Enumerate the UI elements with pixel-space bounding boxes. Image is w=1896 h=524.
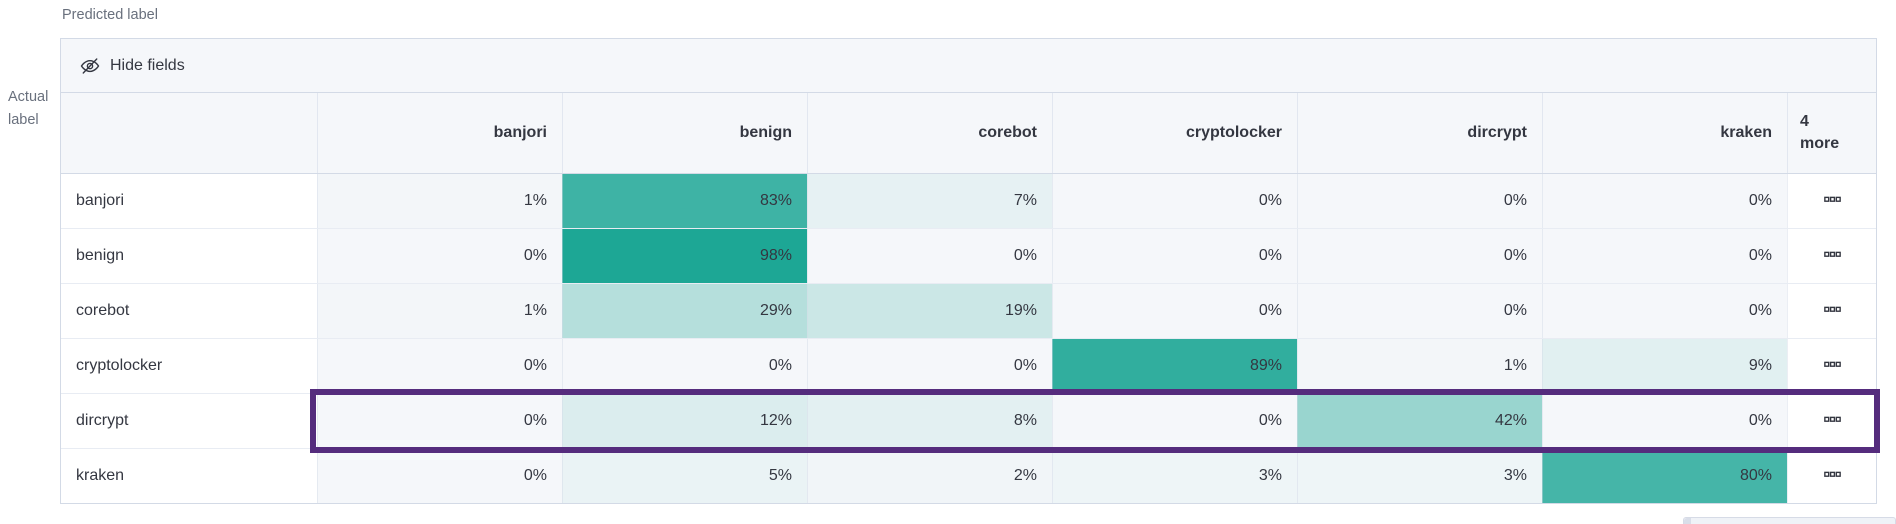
boxes-horizontal-icon (1823, 301, 1841, 321)
scrollbar-thumb-edge (1684, 518, 1691, 524)
row-label-kraken: kraken (61, 449, 317, 503)
column-header-kraken[interactable]: kraken (1542, 93, 1787, 173)
confusion-matrix-table: Hide fields banjori benign corebot cryptolo… (60, 38, 1877, 504)
column-header-banjori[interactable]: banjori (317, 93, 562, 173)
boxes-horizontal-icon (1823, 246, 1841, 266)
matrix-row-cryptolocker: cryptolocker 0% 0% 0% 89% 1% 9% (61, 338, 1876, 393)
row-actions-cell-dircrypt (1787, 394, 1876, 448)
cell-corebot-cryptolocker: 0% (1052, 284, 1297, 338)
column-header-benign[interactable]: benign (562, 93, 807, 173)
boxes-horizontal-icon (1823, 466, 1841, 486)
matrix-rows: banjori 1% 83% 7% 0% 0% 0% benign 0% 98% 0% 0% 0% 0% c… (61, 174, 1876, 503)
row-actions-button[interactable] (1820, 352, 1845, 380)
eye-closed-icon (80, 56, 100, 76)
row-actions-cell-banjori (1787, 174, 1876, 228)
cell-cryptolocker-corebot: 0% (807, 339, 1052, 393)
actual-axis-label-line2: label (8, 112, 39, 128)
row-actions-button[interactable] (1820, 297, 1845, 325)
cell-cryptolocker-dircrypt: 1% (1297, 339, 1542, 393)
row-actions-button[interactable] (1820, 187, 1845, 215)
row-label-dircrypt: dircrypt (61, 394, 317, 448)
cell-dircrypt-banjori: 0% (317, 394, 562, 448)
cell-banjori-corebot: 7% (807, 174, 1052, 228)
scrollbar-stub[interactable] (1683, 517, 1896, 524)
cell-corebot-banjori: 1% (317, 284, 562, 338)
boxes-horizontal-icon (1823, 356, 1841, 376)
cell-corebot-benign: 29% (562, 284, 807, 338)
column-header-more[interactable]: 4 more (1787, 93, 1876, 173)
cell-banjori-banjori: 1% (317, 174, 562, 228)
fields-toolbar: Hide fields (61, 39, 1876, 93)
row-actions-cell-corebot (1787, 284, 1876, 338)
cell-banjori-benign: 83% (562, 174, 807, 228)
column-header-cryptolocker[interactable]: cryptolocker (1052, 93, 1297, 173)
matrix-row-corebot: corebot 1% 29% 19% 0% 0% 0% (61, 283, 1876, 338)
cell-banjori-kraken: 0% (1542, 174, 1787, 228)
cell-dircrypt-kraken: 0% (1542, 394, 1787, 448)
column-header-dircrypt[interactable]: dircrypt (1297, 93, 1542, 173)
cell-dircrypt-benign: 12% (562, 394, 807, 448)
cell-benign-corebot: 0% (807, 229, 1052, 283)
cell-corebot-dircrypt: 0% (1297, 284, 1542, 338)
cell-kraken-kraken: 80% (1542, 449, 1787, 503)
predicted-axis-label: Predicted label (62, 7, 158, 23)
cell-dircrypt-cryptolocker: 0% (1052, 394, 1297, 448)
cell-banjori-cryptolocker: 0% (1052, 174, 1297, 228)
cell-benign-dircrypt: 0% (1297, 229, 1542, 283)
cell-cryptolocker-cryptolocker: 89% (1052, 339, 1297, 393)
actual-axis-label: Actual label (8, 86, 58, 132)
row-actions-cell-kraken (1787, 449, 1876, 503)
more-columns-count: 4 (1800, 113, 1809, 130)
row-label-banjori: banjori (61, 174, 317, 228)
cell-cryptolocker-benign: 0% (562, 339, 807, 393)
matrix-row-banjori: banjori 1% 83% 7% 0% 0% 0% (61, 174, 1876, 228)
hide-fields-label: Hide fields (110, 56, 185, 74)
cell-benign-benign: 98% (562, 229, 807, 283)
header-spacer-cell (61, 93, 317, 173)
cell-kraken-dircrypt: 3% (1297, 449, 1542, 503)
boxes-horizontal-icon (1823, 191, 1841, 211)
cell-cryptolocker-kraken: 9% (1542, 339, 1787, 393)
cell-kraken-cryptolocker: 3% (1052, 449, 1297, 503)
more-columns-word: more (1800, 135, 1840, 152)
row-label-benign: benign (61, 229, 317, 283)
hide-fields-button[interactable]: Hide fields (80, 56, 185, 76)
cell-benign-banjori: 0% (317, 229, 562, 283)
column-header-corebot[interactable]: corebot (807, 93, 1052, 173)
cell-benign-cryptolocker: 0% (1052, 229, 1297, 283)
cell-banjori-dircrypt: 0% (1297, 174, 1542, 228)
row-actions-cell-cryptolocker (1787, 339, 1876, 393)
cell-kraken-banjori: 0% (317, 449, 562, 503)
matrix-row-dircrypt: dircrypt 0% 12% 8% 0% 42% 0% (61, 393, 1876, 448)
cell-kraken-corebot: 2% (807, 449, 1052, 503)
cell-corebot-kraken: 0% (1542, 284, 1787, 338)
boxes-horizontal-icon (1823, 411, 1841, 431)
cell-dircrypt-dircrypt: 42% (1297, 394, 1542, 448)
row-actions-cell-benign (1787, 229, 1876, 283)
header-row: banjori benign corebot cryptolocker dircrypt… (61, 93, 1876, 174)
cell-benign-kraken: 0% (1542, 229, 1787, 283)
matrix-row-benign: benign 0% 98% 0% 0% 0% 0% (61, 228, 1876, 283)
row-actions-button[interactable] (1820, 407, 1845, 435)
row-actions-button[interactable] (1820, 242, 1845, 270)
cell-dircrypt-corebot: 8% (807, 394, 1052, 448)
row-actions-button[interactable] (1820, 462, 1845, 490)
cell-corebot-corebot: 19% (807, 284, 1052, 338)
actual-axis-label-line1: Actual (8, 89, 49, 105)
row-label-corebot: corebot (61, 284, 317, 338)
cell-kraken-benign: 5% (562, 449, 807, 503)
row-label-cryptolocker: cryptolocker (61, 339, 317, 393)
cell-cryptolocker-banjori: 0% (317, 339, 562, 393)
matrix-row-kraken: kraken 0% 5% 2% 3% 3% 80% (61, 448, 1876, 503)
